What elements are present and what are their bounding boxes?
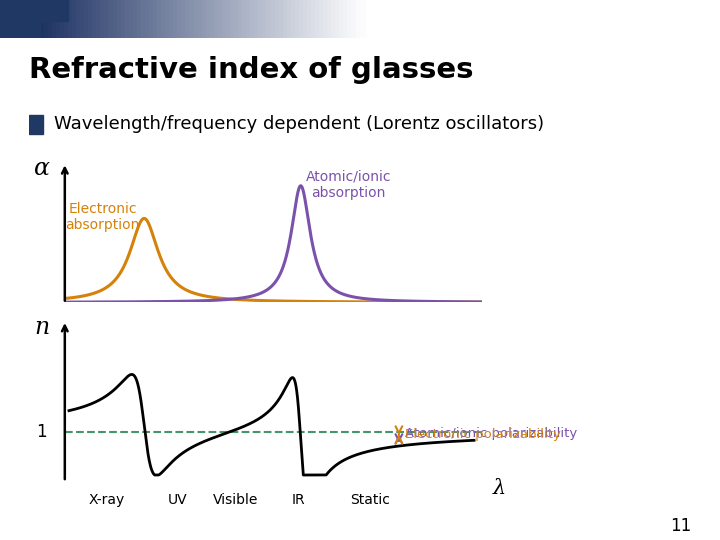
Bar xyxy=(359,0,365,38)
Bar xyxy=(266,0,272,38)
Text: Atomic/ionic polarizability: Atomic/ionic polarizability xyxy=(405,427,577,440)
Bar xyxy=(149,0,154,38)
Bar xyxy=(347,0,353,38)
Bar xyxy=(251,0,256,38)
Bar xyxy=(64,0,69,38)
Bar xyxy=(202,0,207,38)
Bar xyxy=(84,0,89,38)
Bar xyxy=(214,0,220,38)
Bar xyxy=(189,0,195,38)
Bar xyxy=(356,0,361,38)
Bar xyxy=(194,0,199,38)
Bar xyxy=(186,0,191,38)
Bar xyxy=(303,0,308,38)
Bar xyxy=(336,0,341,38)
Bar xyxy=(89,0,94,38)
Bar xyxy=(291,0,296,38)
Bar xyxy=(331,0,337,38)
Bar xyxy=(100,0,106,38)
Bar xyxy=(109,0,114,38)
Bar xyxy=(157,0,163,38)
Bar xyxy=(351,0,357,38)
Text: α: α xyxy=(34,157,50,180)
Text: Static: Static xyxy=(350,493,390,507)
Bar xyxy=(258,0,264,38)
Bar xyxy=(92,0,98,38)
Bar xyxy=(177,0,183,38)
Text: UV: UV xyxy=(168,493,187,507)
Bar xyxy=(230,0,235,38)
Bar xyxy=(307,0,312,38)
Bar xyxy=(29,114,43,134)
Bar xyxy=(161,0,166,38)
Bar xyxy=(125,0,130,38)
Bar xyxy=(137,0,143,38)
Bar xyxy=(238,0,243,38)
Bar xyxy=(181,0,187,38)
Bar xyxy=(48,0,53,38)
Bar xyxy=(226,0,231,38)
Bar xyxy=(343,0,349,38)
Bar xyxy=(52,0,57,38)
Bar xyxy=(210,0,215,38)
Bar xyxy=(22,0,68,21)
Bar xyxy=(294,0,300,38)
Bar xyxy=(40,0,45,38)
Bar xyxy=(339,0,345,38)
Bar xyxy=(44,0,49,38)
Bar xyxy=(254,0,260,38)
Bar xyxy=(242,0,248,38)
Bar xyxy=(145,0,150,38)
Bar xyxy=(279,0,284,38)
Bar xyxy=(153,0,158,38)
Text: Refractive index of glasses: Refractive index of glasses xyxy=(29,56,473,84)
Text: n: n xyxy=(35,316,50,339)
Bar xyxy=(80,0,86,38)
Bar xyxy=(72,0,78,38)
Bar xyxy=(311,0,317,38)
Bar xyxy=(274,0,280,38)
Bar xyxy=(0,0,40,38)
Bar xyxy=(121,0,126,38)
Text: Visible: Visible xyxy=(213,493,258,507)
Bar xyxy=(60,0,66,38)
Bar xyxy=(141,0,146,38)
Bar xyxy=(283,0,288,38)
Bar xyxy=(262,0,268,38)
Text: Wavelength/frequency dependent (Lorentz oscillators): Wavelength/frequency dependent (Lorentz … xyxy=(54,115,544,133)
Text: 1: 1 xyxy=(37,423,47,441)
Text: λ: λ xyxy=(492,480,505,498)
Bar xyxy=(169,0,175,38)
Bar xyxy=(206,0,211,38)
Bar xyxy=(222,0,228,38)
Text: IR: IR xyxy=(292,493,305,507)
Bar xyxy=(323,0,328,38)
Bar xyxy=(271,0,276,38)
Bar xyxy=(174,0,179,38)
Bar xyxy=(96,0,102,38)
Bar xyxy=(327,0,333,38)
Bar xyxy=(76,0,81,38)
Bar xyxy=(68,0,73,38)
Bar xyxy=(104,0,110,38)
Bar xyxy=(218,0,223,38)
Bar xyxy=(246,0,252,38)
Text: Electronic polarizability: Electronic polarizability xyxy=(405,428,561,441)
Bar xyxy=(165,0,171,38)
Bar xyxy=(234,0,240,38)
Bar xyxy=(315,0,320,38)
Bar xyxy=(56,0,61,38)
Text: Atomic/ionic
absorption: Atomic/ionic absorption xyxy=(306,170,392,200)
Bar xyxy=(132,0,138,38)
Bar xyxy=(299,0,305,38)
Bar xyxy=(287,0,292,38)
Bar xyxy=(112,0,118,38)
Bar xyxy=(319,0,325,38)
Bar xyxy=(117,0,122,38)
Bar xyxy=(197,0,203,38)
Text: Electronic
absorption: Electronic absorption xyxy=(66,202,140,232)
Bar xyxy=(129,0,134,38)
Text: 11: 11 xyxy=(670,517,691,535)
Text: X-ray: X-ray xyxy=(89,493,125,507)
